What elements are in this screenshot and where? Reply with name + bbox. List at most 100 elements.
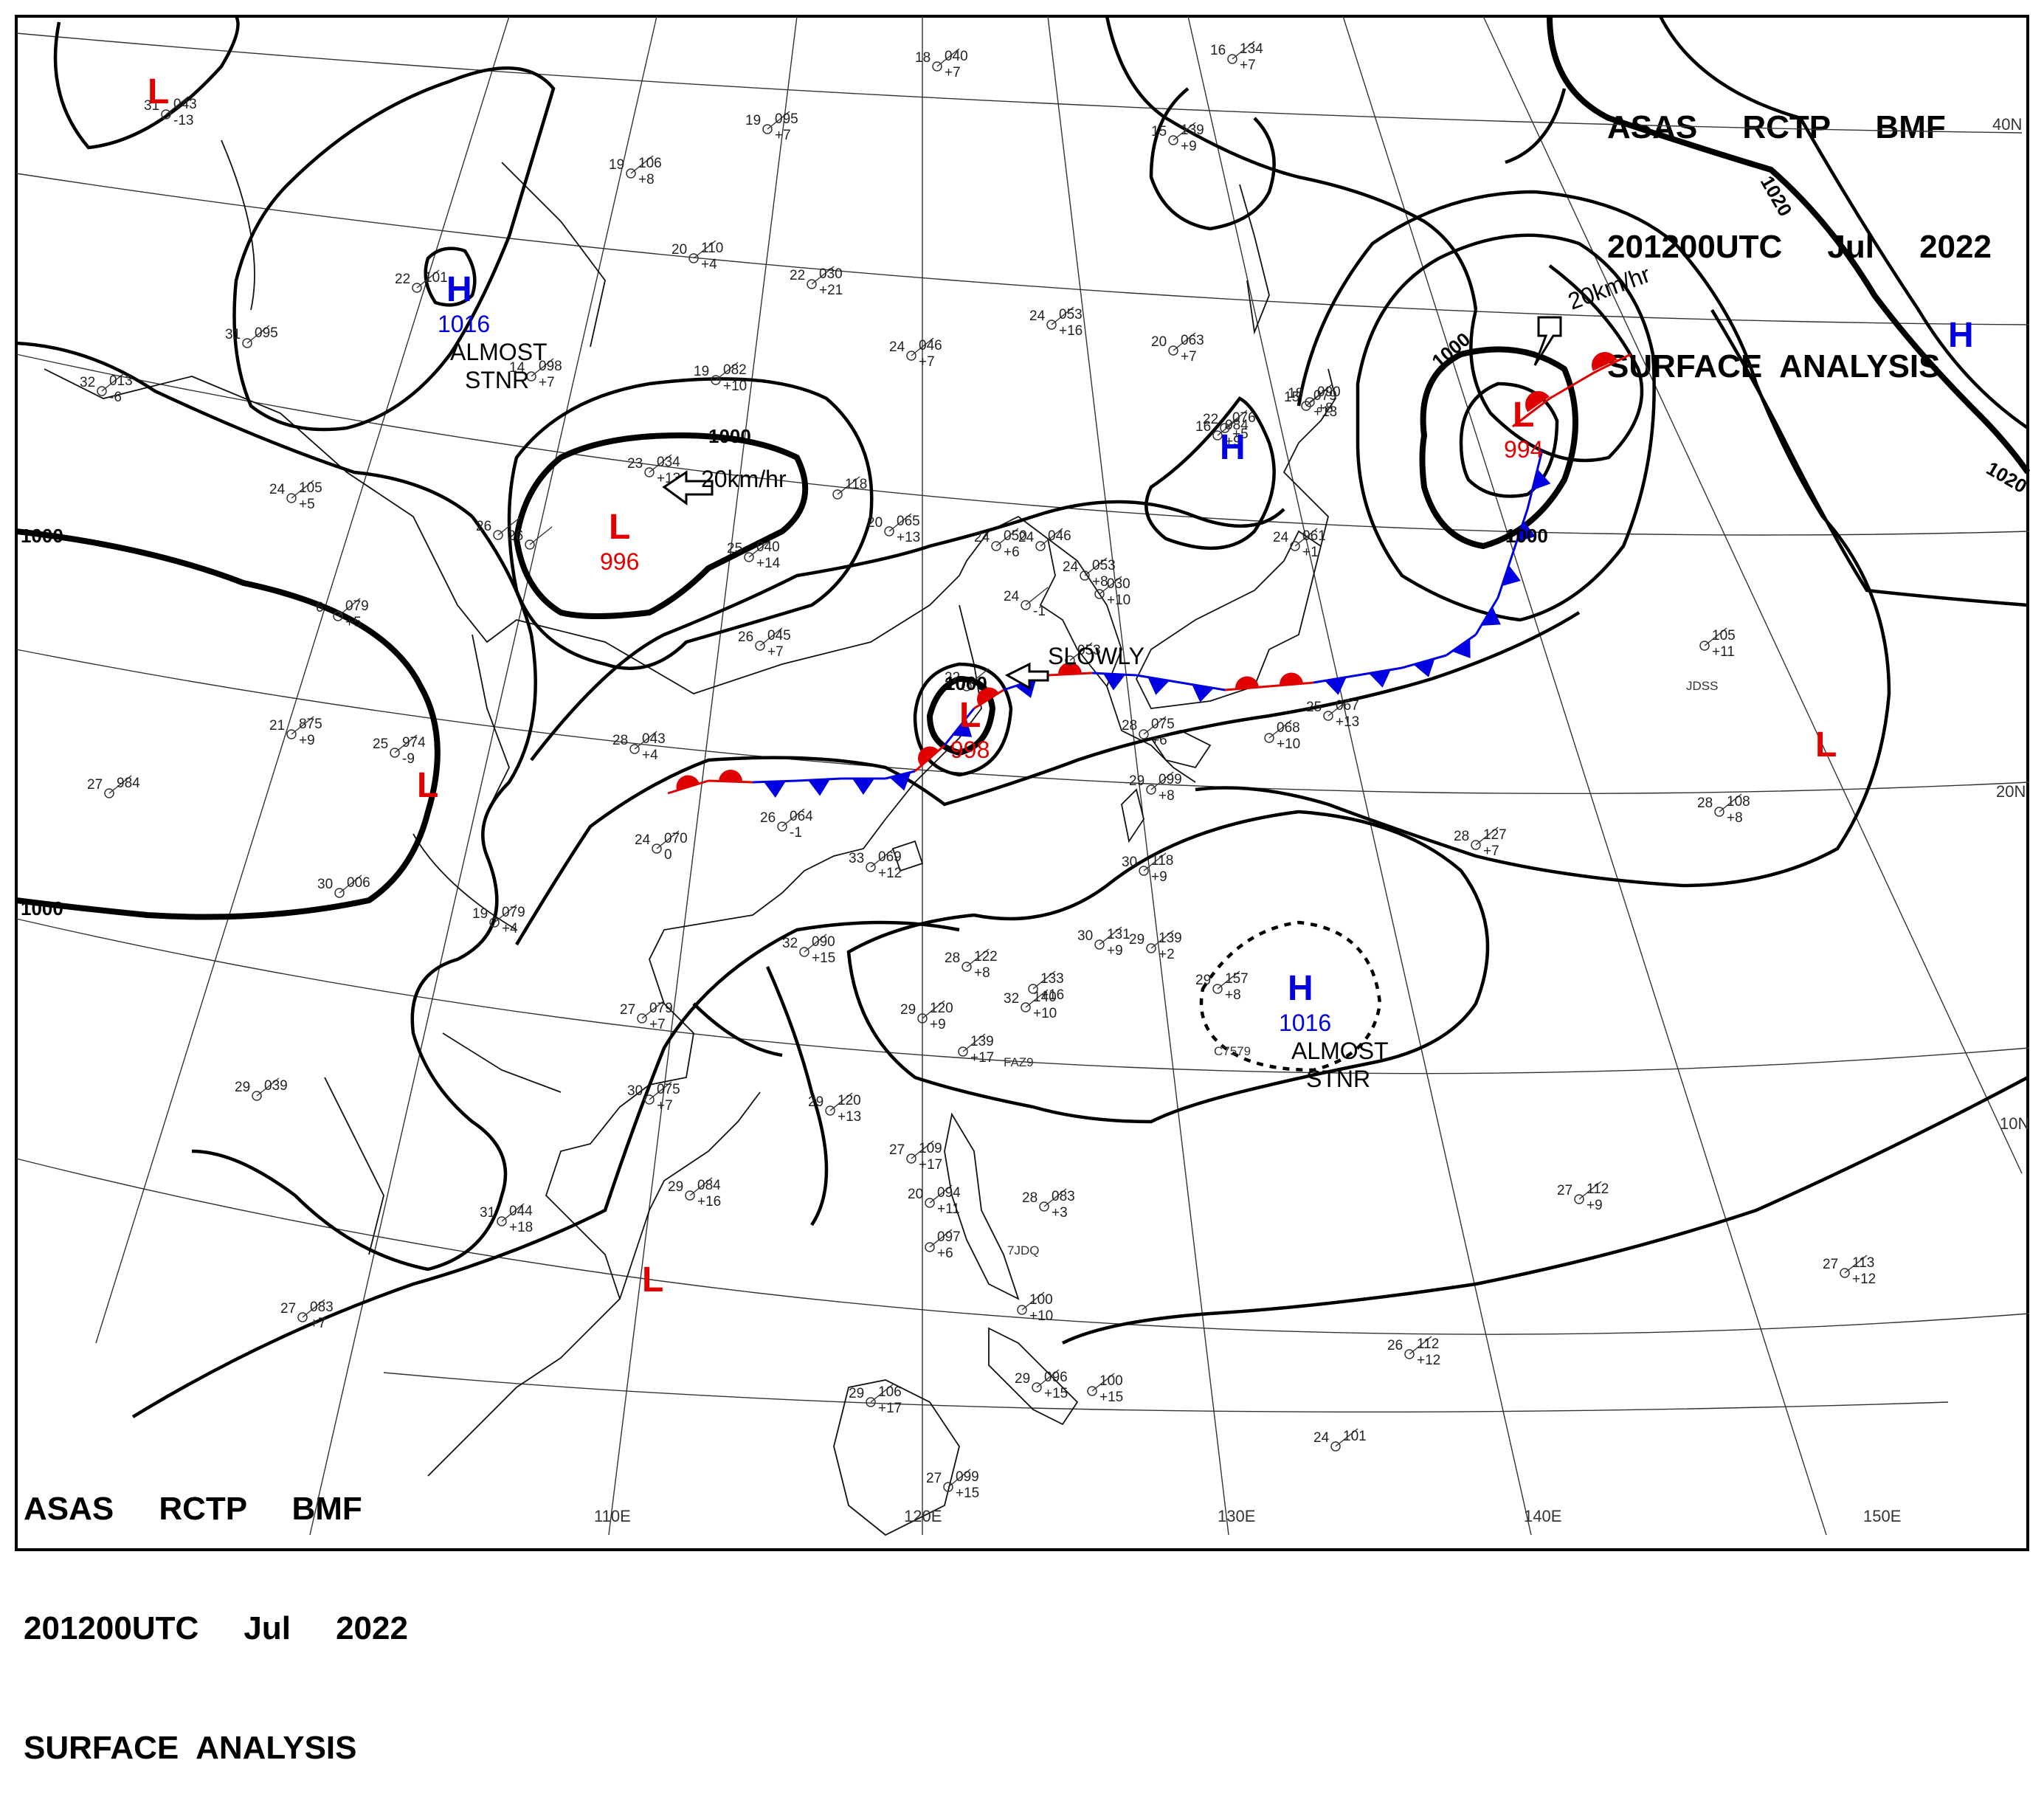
ship-callsign: FAZ9 (1004, 1055, 1034, 1069)
station-temperature: 24 (1029, 308, 1046, 324)
station-circle (1035, 541, 1046, 551)
wind-barb (911, 337, 934, 356)
warm-front-symbol (918, 746, 939, 767)
station-temperature: 22 (395, 272, 410, 287)
station-tendency: +7 (1240, 58, 1256, 73)
cold-front-symbol (1502, 565, 1521, 587)
station-plot: 29 157+8 (1195, 970, 1249, 1003)
station-circle (1212, 984, 1223, 994)
station-plot: 28 127+7 (1454, 827, 1507, 859)
station-circle (333, 611, 343, 621)
station-plot: 24 053+16 (1029, 306, 1083, 339)
station-temperature: 19 (745, 113, 761, 128)
wind-barb (804, 934, 827, 953)
map-border (15, 15, 2029, 1551)
station-pressure: 105 (299, 480, 322, 496)
low-pressure-marker: L (642, 1260, 663, 1300)
station-plot: 29 039 (235, 1077, 288, 1101)
station-plot: 20 094+11 (908, 1184, 961, 1217)
station-temperature: 22 (790, 268, 805, 283)
station-tendency: -1 (790, 825, 802, 841)
station-temperature: 30 (627, 1083, 643, 1099)
station-temperature: 26 (508, 528, 523, 544)
station-pressure: 134 (1240, 41, 1263, 57)
station-circle (286, 729, 297, 739)
low-letter: L (642, 1260, 663, 1300)
station-tendency: +15 (1099, 1390, 1123, 1405)
station-plot: 33 069+12 (849, 849, 902, 881)
station-temperature: 28 (1697, 796, 1713, 811)
station-tendency: +18 (509, 1220, 533, 1235)
station-circle (493, 530, 503, 540)
station-temperature: 29 (1129, 773, 1144, 789)
station-circle (866, 862, 876, 872)
station-tendency: +15 (1044, 1386, 1068, 1401)
wind-barb (649, 454, 672, 473)
station-temperature: 22 (945, 670, 960, 686)
station-pressure: 099 (1159, 772, 1182, 787)
wind-barb (888, 513, 912, 532)
cold-front-symbol (1192, 684, 1214, 703)
station-tendency: +17 (970, 1050, 994, 1066)
station-plot: 32 140+10 (1004, 989, 1057, 1021)
station-tendency: +7 (919, 354, 935, 370)
station-circle (1264, 733, 1274, 743)
wind-barb (947, 1469, 971, 1488)
station-circle (104, 788, 114, 798)
station-pressure: 118 (1151, 853, 1173, 869)
wind-barb (1143, 852, 1167, 872)
station-temperature: 24 (889, 339, 905, 355)
station-plot: 19 095+7 (745, 111, 798, 143)
station-tendency: +17 (919, 1157, 942, 1173)
station-circle (991, 541, 1001, 551)
station-plot: 30 075+7 (627, 1081, 680, 1114)
wind-barb (995, 528, 1019, 547)
station-pressure: 875 (299, 717, 322, 732)
wind-barb (291, 480, 314, 499)
warm-front-symbol (676, 775, 700, 791)
station-tendency: +11 (1712, 644, 1735, 660)
station-circle (390, 748, 400, 758)
isobar-label: 1020 (1756, 172, 1797, 220)
station-circle (961, 962, 972, 972)
station-circle (629, 744, 640, 754)
station-circle (1471, 840, 1481, 850)
wind-barb (394, 734, 418, 753)
station-plot: 27 112+9 (1557, 1181, 1609, 1213)
station-circle (1220, 423, 1230, 433)
movement-note: STNR (1306, 1066, 1370, 1092)
station-pressure: 090 (812, 934, 835, 950)
station-plot: 26 (476, 517, 521, 540)
station-circle (1139, 729, 1149, 739)
station-tendency: +15 (812, 950, 835, 966)
station-tendency: +7 (767, 644, 784, 660)
station-pressure: 120 (838, 1093, 861, 1108)
cold-front-symbol (1481, 607, 1501, 626)
station-plot: 20 065+13 (867, 513, 920, 545)
station-pressure: 034 (657, 455, 680, 470)
wind-barb (1327, 697, 1351, 717)
cold-front-symbol (889, 772, 911, 791)
cold-front-symbol (1369, 669, 1391, 688)
wind-barb (870, 849, 894, 868)
station-circle (525, 539, 535, 550)
station-circle (1039, 1201, 1049, 1212)
station-pressure: 068 (1277, 720, 1300, 736)
station-plot: 22 076+5 (1203, 410, 1256, 442)
station-temperature: 31 (144, 98, 159, 114)
station-tendency: -9 (402, 751, 415, 767)
station-temperature: 27 (280, 1301, 296, 1317)
station-pressure: 039 (264, 1078, 288, 1094)
station-plot: 29 139+2 (1129, 930, 1182, 962)
front-segment (1512, 353, 1632, 428)
wind-barb (649, 1081, 672, 1100)
station-circle (1094, 939, 1105, 950)
station-tendency: +9 (930, 1017, 946, 1032)
movement-note: ALMOST (1291, 1038, 1389, 1064)
station-circle (412, 283, 422, 293)
station-tendency: +6 (1004, 545, 1020, 560)
station-plot: 26 112+12 (1387, 1336, 1440, 1368)
station-pressure: 108 (1727, 794, 1750, 810)
